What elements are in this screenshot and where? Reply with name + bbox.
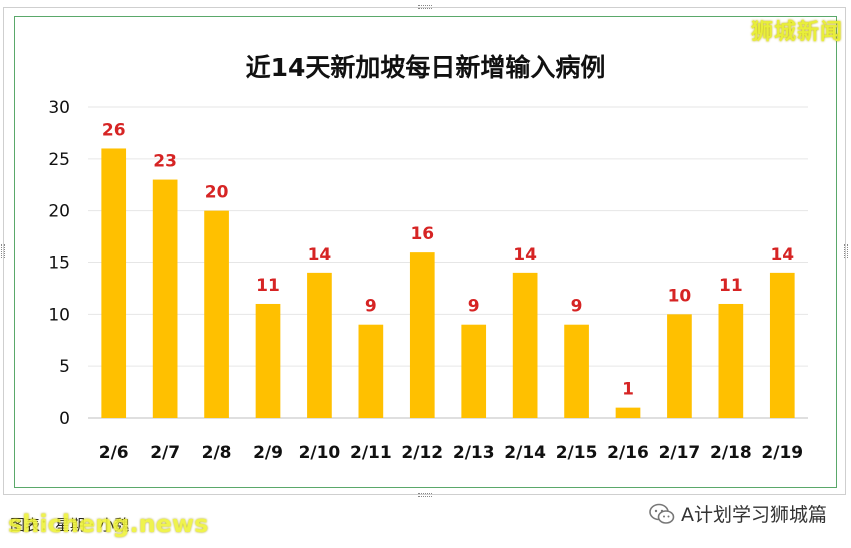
x-category-label: 2/17 [659, 443, 701, 463]
x-category-label: 2/19 [761, 443, 803, 463]
resize-handle-top[interactable] [418, 5, 432, 9]
x-axis-categories: 2/6 2/7 2/8 2/9 2/10 2/11 2/12 2/13 2/14 2/15 2/16… [99, 443, 803, 463]
source-credit: 图表：星期 · 小魏 [10, 516, 130, 534]
bar [461, 324, 487, 418]
x-category-label: 2/16 [607, 443, 649, 463]
x-category-label: 2/14 [504, 443, 546, 463]
data-label: 1 [622, 380, 634, 400]
data-label: 11 [256, 276, 280, 296]
y-tick-label: 20 [48, 202, 70, 222]
data-label: 9 [468, 297, 480, 317]
y-tick-label: 5 [59, 357, 70, 377]
bar [101, 148, 127, 418]
resize-handle-left[interactable] [1, 244, 5, 258]
bar [769, 272, 795, 418]
x-category-label: 2/13 [453, 443, 495, 463]
chart-inner-border [14, 16, 837, 488]
gridlines [88, 106, 808, 367]
x-category-label: 2/7 [150, 443, 180, 463]
y-axis-ticks: 0 5 10 15 20 25 30 [48, 98, 70, 429]
x-category-label: 2/15 [556, 443, 598, 463]
wechat-icon [649, 503, 675, 524]
y-tick-label: 0 [59, 409, 70, 429]
resize-handle-bottom[interactable] [418, 493, 432, 497]
data-label: 16 [410, 224, 434, 244]
bar [255, 303, 281, 418]
y-tick-label: 10 [48, 305, 70, 325]
data-label: 14 [308, 245, 332, 265]
chart-title: 近14天新加坡每日新增输入病例 [245, 53, 606, 82]
x-category-label: 2/11 [350, 443, 392, 463]
y-tick-label: 15 [48, 254, 70, 274]
bar [512, 272, 538, 418]
data-label: 14 [513, 245, 537, 265]
x-category-label: 2/10 [299, 443, 341, 463]
bars [101, 148, 795, 418]
x-category-label: 2/6 [99, 443, 129, 463]
y-tick-label: 30 [48, 98, 70, 118]
data-label: 14 [770, 245, 794, 265]
bar [204, 210, 229, 418]
x-category-label: 2/18 [710, 443, 752, 463]
brand-watermark: 狮城新闻 [750, 20, 843, 45]
wechat-account-name: A计划学习狮城篇 [681, 504, 827, 526]
bar [564, 324, 589, 418]
data-label: 26 [102, 120, 126, 140]
site-watermark: shicheng.news [8, 510, 209, 538]
data-labels: 26 23 20 11 14 9 16 9 14 9 1 10 11 14 [102, 120, 794, 399]
data-label: 10 [668, 286, 692, 306]
bar [307, 272, 332, 418]
data-label: 11 [719, 276, 743, 296]
bar [409, 252, 435, 418]
bar [358, 324, 384, 418]
bar [718, 303, 744, 418]
data-label: 23 [153, 152, 177, 172]
x-category-label: 2/12 [401, 443, 443, 463]
bar [615, 407, 641, 418]
resize-handle-right[interactable] [844, 244, 848, 258]
data-label: 9 [571, 297, 583, 317]
x-category-label: 2/8 [202, 443, 232, 463]
x-category-label: 2/9 [253, 443, 283, 463]
data-label: 9 [365, 297, 377, 317]
bar [152, 179, 178, 418]
bar [667, 314, 692, 418]
wechat-account: A计划学习狮城篇 [649, 500, 827, 527]
y-tick-label: 25 [48, 150, 70, 170]
data-label: 20 [205, 183, 229, 203]
